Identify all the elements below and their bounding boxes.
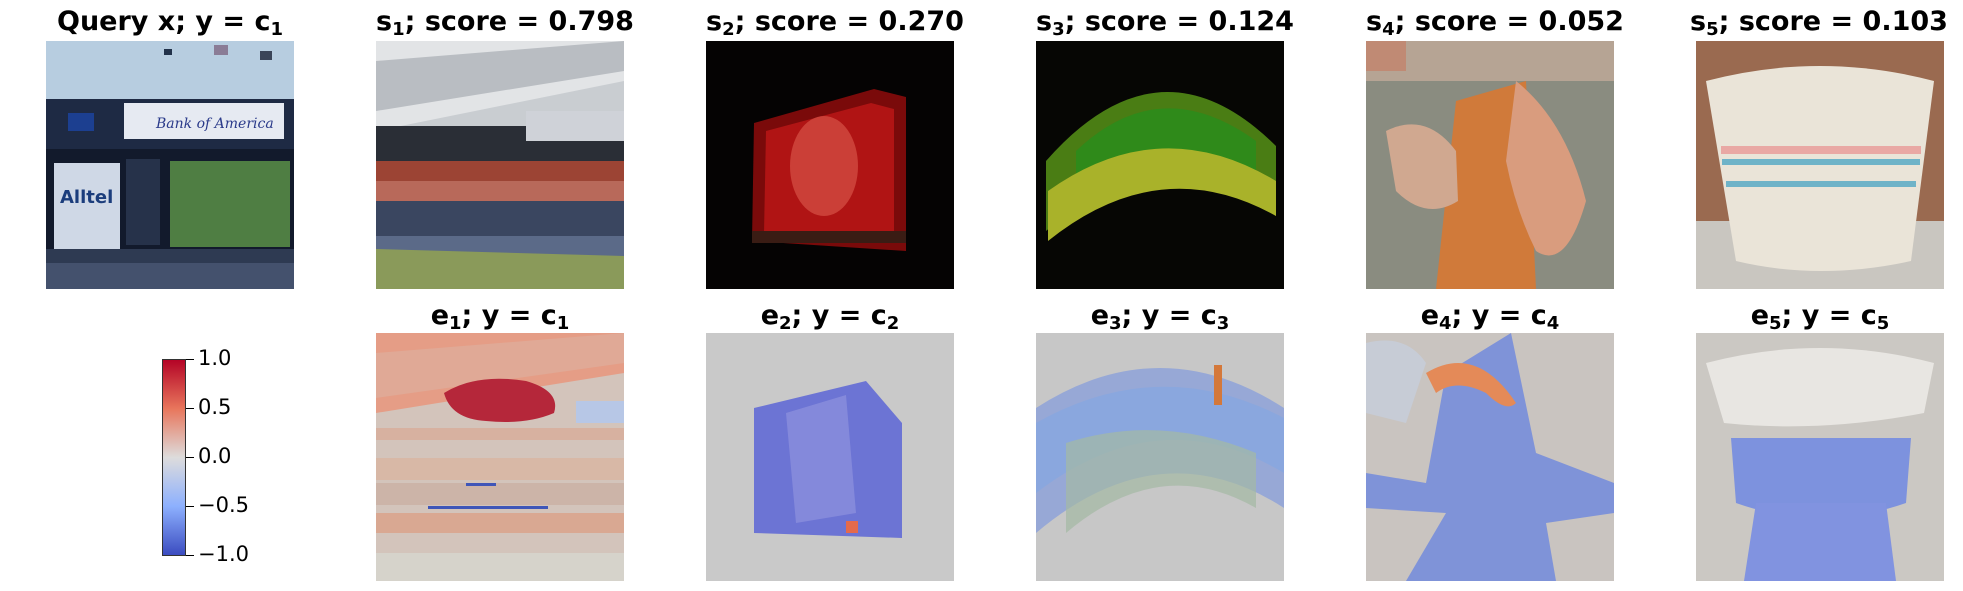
query-sign2-text: Alltel: [60, 187, 113, 208]
explanation-map-3: [1036, 333, 1284, 581]
explanation-title-4: e4; y = c4: [1420, 300, 1560, 334]
colorbar-label-min: −1.0: [198, 542, 249, 566]
similar-image-2: [706, 41, 954, 289]
explanation-title-2: e2; y = c2: [760, 300, 900, 334]
colorbar-tick: [186, 555, 194, 556]
explanation-title-5: e5; y = c5: [1750, 300, 1890, 334]
similar-title-1: s1; score = 0.798: [376, 6, 634, 40]
similar-title-4: s4; score = 0.052: [1366, 6, 1624, 40]
colorbar-label-max: 1.0: [198, 346, 232, 370]
colorbar: [162, 359, 186, 556]
similar-image-4: [1366, 41, 1614, 289]
similar-title-5: s5; score = 0.103: [1690, 6, 1948, 40]
explanation-map-5: [1696, 333, 1944, 581]
similar-title-2: s2; score = 0.270: [706, 6, 964, 40]
explanation-map-2: [706, 333, 954, 581]
query-title: Query x; y = c1: [57, 6, 283, 40]
similar-image-3: [1036, 41, 1284, 289]
colorbar-tick: [186, 506, 194, 507]
explanation-title-3: e3; y = c3: [1090, 300, 1230, 334]
colorbar-tick: [186, 408, 194, 409]
similar-image-5: [1696, 41, 1944, 289]
explanation-map-4: [1366, 333, 1614, 581]
colorbar-label-half: 0.5: [198, 395, 232, 419]
colorbar-tick: [186, 359, 194, 360]
explanation-map-1: [376, 333, 624, 581]
similar-title-3: s3; score = 0.124: [1036, 6, 1294, 40]
explanation-title-1: e1; y = c1: [430, 300, 570, 334]
similar-image-1: [376, 41, 624, 289]
query-sign-text: Bank of America: [155, 116, 274, 132]
colorbar-tick: [186, 457, 194, 458]
colorbar-label-neg-half: −0.5: [198, 493, 249, 517]
colorbar-label-zero: 0.0: [198, 444, 232, 468]
query-image: Bank of America Alltel: [46, 41, 294, 289]
